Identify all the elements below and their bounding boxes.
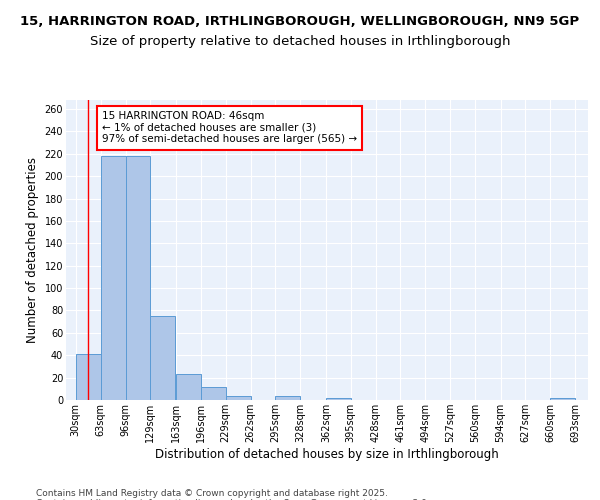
Bar [550, 398, 575, 400]
Text: Contains public sector information licensed under the Open Government Licence v3: Contains public sector information licen… [36, 498, 430, 500]
Text: 15, HARRINGTON ROAD, IRTHLINGBOROUGH, WELLINGBOROUGH, NN9 5GP: 15, HARRINGTON ROAD, IRTHLINGBOROUGH, WE… [20, 15, 580, 28]
Bar [226, 396, 251, 400]
Text: Contains HM Land Registry data © Crown copyright and database right 2025.: Contains HM Land Registry data © Crown c… [36, 488, 388, 498]
Bar [151, 316, 175, 400]
Bar [125, 156, 151, 400]
Bar [201, 386, 226, 400]
Text: 15 HARRINGTON ROAD: 46sqm
← 1% of detached houses are smaller (3)
97% of semi-de: 15 HARRINGTON ROAD: 46sqm ← 1% of detach… [102, 111, 357, 144]
Bar [101, 156, 125, 400]
X-axis label: Distribution of detached houses by size in Irthlingborough: Distribution of detached houses by size … [155, 448, 499, 461]
Bar [275, 396, 300, 400]
Bar [176, 374, 201, 400]
Text: Size of property relative to detached houses in Irthlingborough: Size of property relative to detached ho… [90, 35, 510, 48]
Y-axis label: Number of detached properties: Number of detached properties [26, 157, 39, 343]
Bar [76, 354, 101, 400]
Bar [326, 398, 351, 400]
